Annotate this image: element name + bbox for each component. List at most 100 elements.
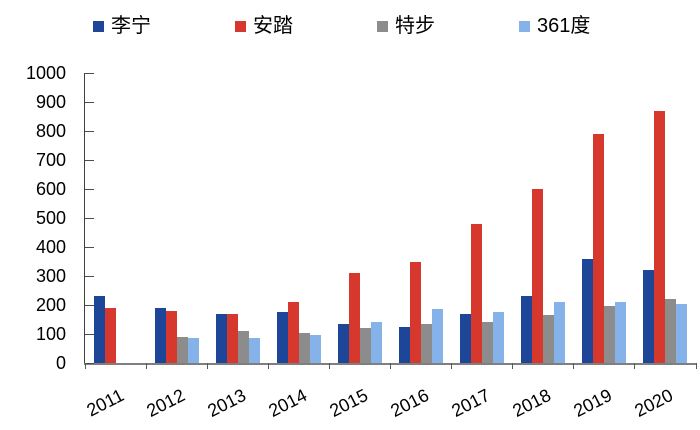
y-axis-tick: [85, 362, 94, 364]
bar-李宁-2020: [643, 270, 655, 363]
x-axis-tick: [267, 363, 269, 369]
y-axis-label: 400: [35, 237, 66, 257]
legend-item-3: 特步: [377, 13, 519, 39]
bar-group-2020: [635, 73, 696, 363]
legend-marker-icon: [93, 20, 104, 32]
x-axis-tick: [84, 363, 86, 369]
x-axis-label: 2016: [387, 385, 433, 422]
bar-group-2011: [85, 73, 146, 363]
bar-group-2012: [146, 73, 207, 363]
legend-marker-icon: [377, 20, 388, 32]
y-axis-tick: [85, 159, 94, 161]
bar-特步-2020: [665, 299, 677, 363]
bar-361度-2013: [248, 338, 260, 363]
legend-marker-icon: [235, 20, 246, 32]
legend-item-1: 李宁: [93, 13, 235, 39]
x-axis-tick: [390, 363, 391, 369]
bar-361度-2019: [615, 302, 627, 363]
legend-label: 特步: [395, 15, 435, 37]
y-axis-label: 800: [35, 121, 66, 141]
bar-李宁-2018: [521, 296, 533, 363]
legend-marker-icon: [519, 20, 530, 32]
bar-361度-2014: [309, 335, 321, 363]
bar-361度-2020: [676, 303, 688, 363]
bar-361度-2012: [187, 338, 199, 363]
y-axis-label: 700: [35, 150, 66, 170]
y-axis-label: 500: [35, 208, 66, 228]
legend-label: 361度: [537, 15, 591, 37]
y-axis-tick: [85, 130, 94, 132]
plot-area: 0 100 200 300 400 500 600 700 800 900 1000 2011 2012…: [26, 63, 697, 421]
x-axis-label: 2015: [326, 385, 372, 422]
bar-安踏-2018: [532, 189, 544, 363]
bar-安踏-2015: [348, 273, 360, 363]
y-axis-label: 600: [35, 179, 66, 199]
bar-李宁-2016: [399, 326, 411, 363]
bar-特步-2013: [237, 331, 249, 363]
y-axis-tick: [85, 188, 94, 190]
legend-item-2: 安踏: [235, 13, 377, 39]
bar-特步-2012: [176, 336, 188, 363]
x-axis-label: 2011: [83, 385, 127, 421]
bar-361度-2015: [370, 322, 382, 363]
bar-group-2013: [207, 73, 268, 363]
y-axis-label: 100: [35, 324, 66, 344]
bar-安踏-2012: [165, 310, 177, 363]
y-axis-tick: [85, 217, 94, 219]
bar-group-2016: [391, 73, 452, 363]
bar-特步-2018: [543, 315, 555, 363]
bar-安踏-2017: [471, 223, 483, 363]
bar-李宁-2012: [154, 307, 166, 363]
x-axis-label: 2014: [265, 385, 310, 422]
bar-李宁-2013: [215, 313, 227, 363]
bar-group-2017: [452, 73, 513, 363]
x-axis-tick: [512, 363, 514, 369]
bar-361度-2018: [554, 302, 566, 363]
x-axis-label: 2017: [448, 385, 494, 422]
bar-特步-2016: [421, 323, 433, 363]
bar-安踏-2016: [410, 261, 422, 363]
bar-group-2018: [513, 73, 574, 363]
bar-group-2019: [574, 73, 635, 363]
x-axis-label: 2013: [204, 385, 249, 422]
y-axis-label: 300: [35, 266, 66, 286]
legend-label: 李宁: [111, 15, 151, 37]
bar-李宁-2019: [582, 258, 594, 363]
x-axis-label: 2019: [570, 385, 616, 422]
bar-李宁-2015: [337, 323, 349, 363]
bar-特步-2015: [359, 328, 371, 363]
x-axis-tick: [451, 363, 453, 369]
y-axis-tick: [85, 333, 94, 335]
y-axis-label: 1000: [25, 63, 66, 83]
bar-特步-2014: [298, 332, 310, 363]
bar-特步-2019: [604, 306, 616, 363]
y-axis-tick: [85, 72, 94, 74]
x-axis-label: 2018: [509, 385, 555, 422]
chart-legend: 李宁 安踏 特步 361度: [93, 13, 661, 39]
bar-361度-2016: [432, 309, 444, 363]
x-axis-tick: [634, 363, 636, 369]
bar-安踏-2019: [593, 133, 605, 363]
bar-安踏-2020: [654, 110, 666, 363]
bar-特步-2017: [482, 322, 494, 363]
x-axis-tick: [206, 363, 208, 369]
legend-label: 安踏: [253, 15, 293, 37]
y-axis-tick: [85, 275, 94, 277]
y-axis-tick: [85, 246, 94, 248]
bar-group-2015: [329, 73, 390, 363]
legend-item-4: 361度: [519, 13, 661, 39]
y-axis-label: 200: [35, 295, 66, 315]
y-axis-label: 900: [35, 92, 66, 112]
x-axis-label: 2012: [142, 385, 188, 422]
x-axis-tick: [328, 363, 330, 369]
bar-李宁-2017: [460, 313, 472, 363]
y-axis-tick: [85, 101, 94, 103]
bar-361度-2017: [493, 312, 505, 363]
bar-李宁-2014: [276, 312, 288, 363]
x-axis-tick: [573, 363, 575, 369]
bar-安踏-2013: [226, 313, 238, 363]
bar-李宁-2011: [93, 296, 105, 363]
x-axis-label: 2020: [631, 385, 677, 422]
x-axis-tick: [695, 363, 697, 369]
